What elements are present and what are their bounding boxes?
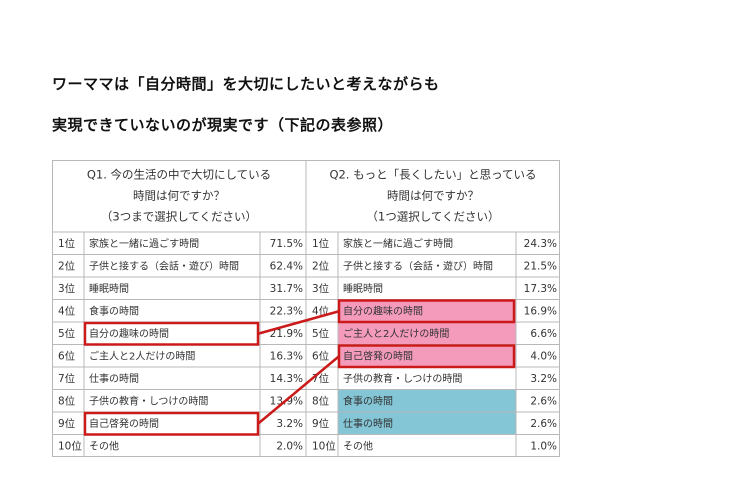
q2-header-line-1: Q2. もっと「長くしたい」と思っている (329, 168, 536, 182)
q1-header-line-2: 時間は何ですか？ (133, 189, 225, 203)
q2-item-10: その他 (343, 439, 373, 452)
q1-pct-7: 14.3% (270, 373, 303, 385)
q1-pct-2: 62.4% (270, 260, 303, 272)
q2-pct-8: 2.6% (530, 395, 557, 407)
q1-pct-3: 31.7% (270, 283, 303, 295)
q2-rank-7: 7位 (312, 372, 330, 385)
q1-item-7: 仕事の時間 (89, 372, 139, 385)
q2-pct-7: 3.2% (530, 373, 557, 385)
q1-item-8: 子供の教育・しつけの時間 (89, 394, 208, 407)
q2-item-5: ご主人と2人だけの時間 (343, 327, 449, 340)
q1-pct-1: 71.5% (270, 238, 303, 250)
q2-row-fill-8 (338, 389, 516, 412)
q1-rank-2: 2位 (58, 259, 76, 272)
q2-rank-10: 10位 (312, 439, 336, 452)
q2-item-1: 家族と一緒に過ごす時間 (343, 237, 453, 250)
highlight-connector-1 (257, 310, 340, 335)
q2-row-fill-9 (338, 412, 516, 435)
q2-rank-3: 3位 (312, 282, 330, 295)
q1-item-6: ご主人と2人だけの時間 (89, 349, 195, 362)
q2-item-9: 仕事の時間 (343, 417, 393, 430)
q2-item-4: 自分の趣味の時間 (343, 304, 423, 317)
headline-line-2: 実現できていないのが現実です（下記の表参照） (52, 116, 394, 134)
q1-item-5: 自分の趣味の時間 (89, 327, 169, 340)
q2-item-7: 子供の教育・しつけの時間 (343, 372, 462, 385)
q2-item-6: 自己啓発の時間 (343, 349, 413, 362)
q1-item-3: 睡眠時間 (89, 282, 129, 295)
q2-rank-6: 6位 (312, 349, 330, 362)
q1-rank-6: 6位 (58, 349, 76, 362)
q1-item-10: その他 (89, 439, 119, 452)
q1-rank-1: 1位 (58, 237, 76, 250)
q2-pct-1: 24.3% (524, 238, 557, 250)
q1-rank-10: 10位 (58, 439, 82, 452)
q2-pct-4: 16.9% (524, 305, 557, 317)
q2-row-fill-4 (338, 299, 516, 322)
q1-pct-10: 2.0% (276, 440, 303, 452)
q2-pct-10: 1.0% (530, 440, 557, 452)
q2-rank-8: 8位 (312, 394, 330, 407)
q2-row-fill-5 (338, 322, 516, 345)
q2-item-3: 睡眠時間 (343, 282, 383, 295)
q1-item-1: 家族と一緒に過ごす時間 (89, 237, 199, 250)
q2-row-fill-6 (338, 344, 516, 367)
q1-rank-3: 3位 (58, 282, 76, 295)
q2-pct-5: 6.6% (530, 328, 557, 340)
q2-rank-1: 1位 (312, 237, 330, 250)
q1-rank-4: 4位 (58, 304, 76, 317)
q2-header-line-3: （1つ選択してください） (366, 210, 499, 224)
q1-item-4: 食事の時間 (89, 304, 139, 317)
q2-pct-3: 17.3% (524, 283, 557, 295)
q1-pct-4: 22.3% (270, 305, 303, 317)
q2-item-2: 子供と接する（会話・遊び）時間 (343, 259, 493, 272)
q1-header-line-3: （3つまで選択してください） (101, 210, 257, 224)
q1-rank-8: 8位 (58, 394, 76, 407)
q2-rank-9: 9位 (312, 417, 330, 430)
q2-pct-2: 21.5% (524, 260, 557, 272)
highlight-connector-2 (257, 355, 340, 425)
q1-pct-5: 21.9% (270, 328, 303, 340)
q1-rank-9: 9位 (58, 417, 76, 430)
q1-rank-5: 5位 (58, 327, 76, 340)
q2-pct-6: 4.0% (530, 350, 557, 362)
q2-item-8: 食事の時間 (343, 394, 393, 407)
q1-rank-7: 7位 (58, 372, 76, 385)
q2-rank-5: 5位 (312, 327, 330, 340)
comparison-table-graphic: Q1. 今の生活の中で大切にしている時間は何ですか？（3つまで選択してください）… (52, 160, 560, 458)
comparison-table: Q1. 今の生活の中で大切にしている 時間は何ですか？ （3つまで選択してください）… (52, 160, 560, 458)
q1-pct-9: 3.2% (276, 418, 303, 430)
q2-rank-2: 2位 (312, 259, 330, 272)
q1-item-2: 子供と接する（会話・遊び）時間 (89, 259, 239, 272)
q1-pct-6: 16.3% (270, 350, 303, 362)
q2-header-line-2: 時間は何ですか？ (387, 189, 479, 203)
q1-item-9: 自己啓発の時間 (89, 417, 159, 430)
headline-line-1: ワーママは「自分時間」を大切にしたいと考えながらも (52, 75, 440, 93)
q1-header-line-1: Q1. 今の生活の中で大切にしている (87, 168, 271, 182)
q2-pct-9: 2.6% (530, 418, 557, 430)
